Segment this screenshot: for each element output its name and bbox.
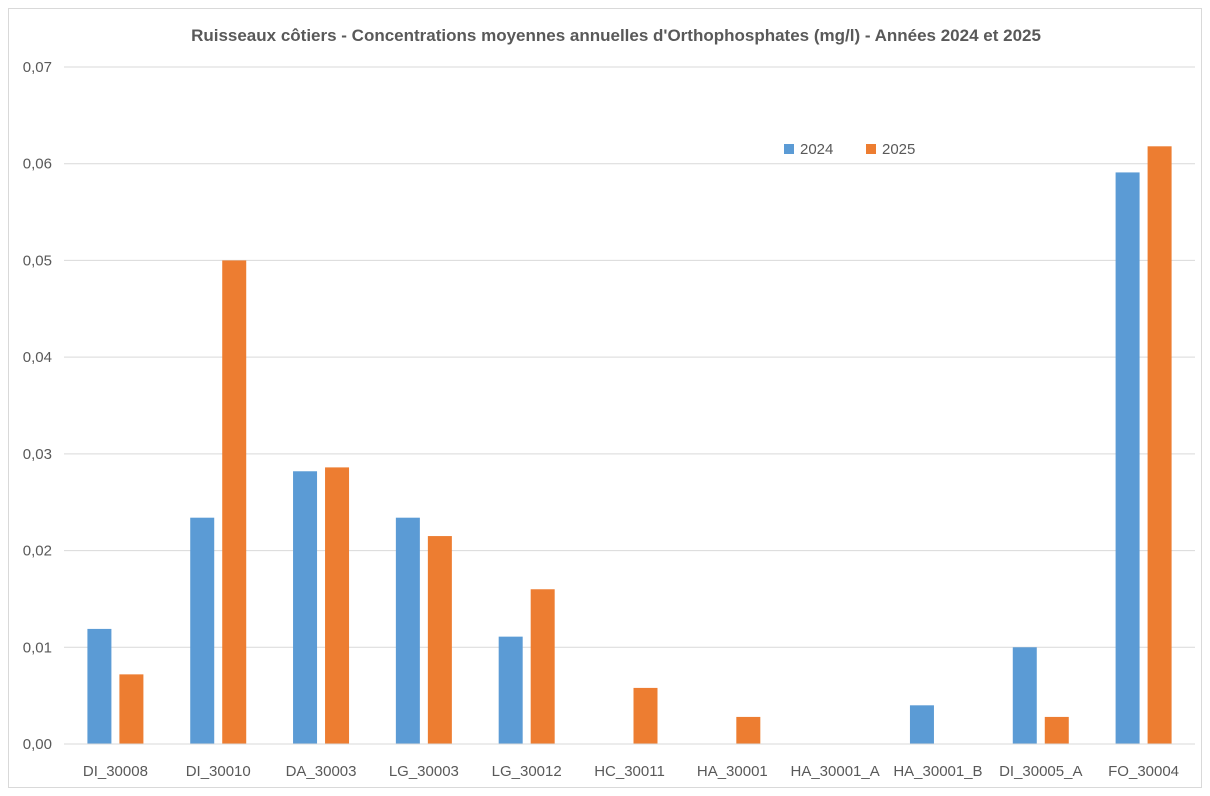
bar-2025-LG_30012 (530, 589, 555, 744)
legend-swatch-2024 (784, 144, 794, 154)
x-tick-label: DI_30010 (186, 763, 251, 780)
x-tick-label: HC_30011 (594, 763, 665, 780)
bar-2024-LG_30003 (395, 517, 420, 744)
x-tick-label: HA_30001 (697, 763, 768, 780)
gridlines (64, 66, 1195, 648)
bar-2024-DI_30010 (190, 517, 215, 744)
bar-2024-LG_30012 (498, 636, 523, 744)
x-tick-label: HA_30001_A (791, 763, 880, 780)
bar-2025-DI_30010 (222, 260, 247, 744)
x-tick-label: HA_30001_B (893, 763, 982, 780)
bar-2025-DA_30003 (325, 467, 350, 744)
bar-2025-HA_30001 (736, 716, 761, 744)
y-tick-label: 0,07 (23, 59, 52, 76)
chart-title: Ruisseaux côtiers - Concentrations moyen… (191, 26, 1041, 45)
bar-2025-FO_30004 (1147, 146, 1172, 744)
bar-2024-HA_30001_B (909, 705, 934, 744)
bars (87, 146, 1172, 744)
y-tick-label: 0,02 (23, 543, 52, 560)
legend: 2024 2025 (784, 141, 915, 158)
y-tick-label: 0,01 (23, 639, 52, 656)
x-tick-label: FO_30004 (1108, 763, 1179, 780)
x-tick-label: DA_30003 (286, 763, 357, 780)
x-tick-label: LG_30012 (492, 763, 562, 780)
bar-2025-DI_30005_A (1044, 716, 1069, 744)
y-tick-label: 0,06 (23, 156, 52, 173)
x-tick-label: DI_30008 (83, 763, 148, 780)
bar-2025-HC_30011 (633, 687, 658, 744)
y-tick-label: 0,05 (23, 252, 52, 269)
x-tick-label: LG_30003 (389, 763, 459, 780)
x-tick-label: DI_30005_A (999, 763, 1082, 780)
x-axis: DI_30008 DI_30010 DA_30003 LG_30003 LG_30012… (64, 743, 1195, 780)
y-axis: 0,00 0,01 0,02 0,03 0,04 0,05 0,06 0,07 (23, 59, 52, 753)
y-tick-label: 0,03 (23, 446, 52, 463)
y-tick-label: 0,00 (23, 736, 52, 753)
y-tick-label: 0,04 (23, 349, 52, 366)
legend-label-2025: 2025 (882, 141, 915, 158)
legend-label-2024: 2024 (800, 141, 833, 158)
bar-2025-DI_30008 (119, 674, 144, 744)
legend-swatch-2025 (866, 144, 876, 154)
bar-2024-DI_30005_A (1012, 647, 1037, 744)
bar-2025-LG_30003 (427, 536, 452, 744)
bar-2024-DI_30008 (87, 628, 112, 744)
bar-2024-DA_30003 (293, 471, 318, 744)
bar-2024-FO_30004 (1115, 172, 1140, 744)
